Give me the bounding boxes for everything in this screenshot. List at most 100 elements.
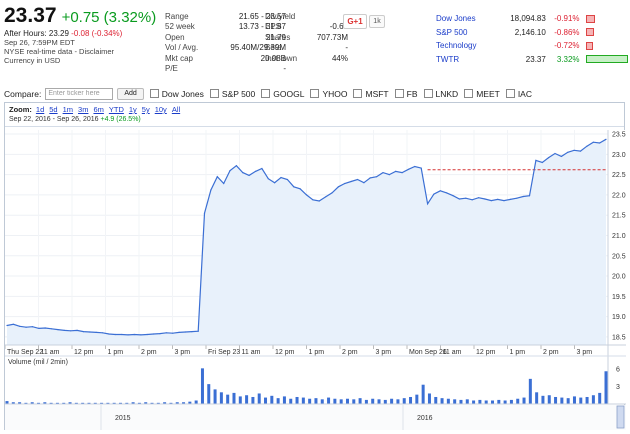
compare-checkbox-msft[interactable]: MSFT bbox=[353, 89, 389, 99]
price-point bbox=[102, 332, 104, 334]
price-point bbox=[522, 195, 524, 198]
zoom-1m[interactable]: 1m bbox=[62, 105, 74, 114]
volume-bar bbox=[585, 396, 589, 404]
volume-bar bbox=[112, 402, 116, 404]
volume-bar bbox=[188, 401, 192, 404]
index-change-bar bbox=[585, 28, 626, 37]
data-source-disclaimer[interactable]: NYSE real-time data - Disclaimer bbox=[4, 47, 115, 56]
x-tick-label: 1 pm bbox=[108, 349, 124, 356]
stat-value: - bbox=[345, 43, 348, 53]
price-point bbox=[44, 327, 46, 329]
volume-bar bbox=[604, 371, 608, 404]
compare-checkbox-fb[interactable]: FB bbox=[394, 89, 418, 99]
compare-checkbox-lnkd[interactable]: LNKD bbox=[423, 89, 458, 99]
volume-bar bbox=[207, 384, 211, 404]
compare-ticker-input[interactable] bbox=[45, 87, 114, 100]
price-point bbox=[325, 196, 327, 198]
price-point bbox=[203, 212, 206, 214]
x-tick-label: 12 pm bbox=[275, 349, 295, 356]
price-volume-chart[interactable]: 18.5 19.0 19.5 20.0 20.5 21.0 21.5 22.0 22.5 23.0… bbox=[5, 103, 626, 431]
price-point bbox=[165, 332, 167, 334]
volume-bar bbox=[270, 395, 274, 404]
index-link-twtr[interactable]: TWTR bbox=[436, 54, 460, 64]
volume-bar bbox=[434, 396, 438, 404]
price-point bbox=[465, 197, 467, 199]
stat-label: Beta bbox=[265, 43, 282, 53]
stat-row: Shares 707.73M bbox=[265, 33, 348, 43]
overview-year-label: 2016 bbox=[417, 415, 433, 422]
checkbox-icon[interactable] bbox=[353, 89, 363, 98]
compare-checkbox-meet[interactable]: MEET bbox=[464, 89, 500, 99]
compare-checkbox-dow-jones[interactable]: Dow Jones bbox=[149, 89, 204, 99]
add-compare-button[interactable]: Add bbox=[117, 87, 144, 100]
price-point bbox=[497, 198, 499, 200]
checkbox-icon[interactable] bbox=[394, 89, 404, 98]
index-change-bar-fill bbox=[585, 55, 628, 64]
price-point bbox=[235, 165, 237, 167]
compare-checkbox-yhoo[interactable]: YHOO bbox=[310, 89, 347, 99]
volume-bar bbox=[320, 399, 324, 404]
price-point bbox=[25, 326, 27, 328]
volume-bar bbox=[163, 402, 167, 404]
x-tick-label: 11 am bbox=[443, 349, 462, 356]
volume-bar bbox=[182, 402, 186, 404]
x-tick-label: 3 pm bbox=[376, 349, 392, 356]
index-link-dow-jones[interactable]: Dow Jones bbox=[436, 14, 476, 24]
zoom-label: Zoom: bbox=[9, 105, 32, 114]
index-row: TWTR 23.37 3.32% bbox=[436, 53, 628, 67]
volume-bar bbox=[396, 399, 400, 404]
zoom-6m[interactable]: 6m bbox=[93, 105, 104, 114]
x-tick-label: 3 pm bbox=[577, 349, 593, 356]
overview-strip bbox=[5, 405, 626, 430]
y-tick-label: 22.0 bbox=[612, 192, 626, 199]
date-range-change: +4.9 (26.5%) bbox=[100, 116, 141, 123]
gplus-button[interactable]: G+1 bbox=[343, 14, 367, 29]
checkbox-icon[interactable] bbox=[505, 89, 515, 98]
price-point bbox=[153, 333, 155, 335]
price-point bbox=[57, 329, 59, 331]
x-tick-label: Thu Sep 22 bbox=[7, 349, 43, 356]
zoom-all[interactable]: All bbox=[171, 105, 181, 114]
zoom-ytd[interactable]: YTD bbox=[108, 105, 124, 114]
volume-bar bbox=[106, 402, 110, 404]
volume-bar bbox=[358, 398, 362, 404]
volume-bar bbox=[226, 394, 230, 404]
key-stats-left: Range 21.65 - 23.57 52 week 13.73 - 31.87 … bbox=[165, 12, 286, 74]
compare-checkbox-iac[interactable]: IAC bbox=[505, 89, 532, 99]
checkbox-icon[interactable] bbox=[149, 89, 159, 98]
y-tick-label: 19.5 bbox=[612, 294, 626, 301]
zoom-5d[interactable]: 5d bbox=[49, 105, 58, 114]
index-change-bar bbox=[585, 14, 626, 23]
zoom-3m[interactable]: 3m bbox=[78, 105, 89, 114]
compare-checkbox-googl[interactable]: GOOGL bbox=[261, 89, 304, 99]
volume-bar bbox=[257, 393, 261, 404]
zoom-5y[interactable]: 5y bbox=[141, 105, 150, 114]
zoom-10y[interactable]: 10y bbox=[154, 105, 167, 114]
zoom-1d[interactable]: 1d bbox=[35, 105, 45, 114]
x-tick-label: 2 pm bbox=[543, 349, 559, 356]
compare-checkbox-sp500[interactable]: S&P 500 bbox=[209, 89, 255, 99]
checkbox-icon[interactable] bbox=[310, 89, 320, 98]
volume-bar bbox=[24, 402, 28, 404]
index-link-sp500[interactable]: S&P 500 bbox=[436, 27, 468, 37]
price-point bbox=[541, 161, 543, 164]
volume-bar bbox=[68, 402, 72, 404]
price-point bbox=[395, 170, 397, 172]
zoom-1y[interactable]: 1y bbox=[128, 105, 137, 114]
checkbox-icon[interactable] bbox=[261, 89, 271, 98]
price-chart-panel[interactable]: Zoom: 1d 5d 1m 3m 6m YTD 1y 5y 10y All S… bbox=[4, 102, 626, 431]
volume-bar bbox=[43, 402, 47, 404]
compare-checkbox-label: YHOO bbox=[322, 88, 348, 99]
checkbox-icon[interactable] bbox=[209, 89, 219, 98]
index-change-bar-fill bbox=[585, 28, 595, 37]
price-point bbox=[216, 176, 218, 178]
x-tick-label: 1 pm bbox=[309, 349, 325, 356]
x-tick-label: Fri Sep 23 bbox=[208, 349, 240, 356]
checkbox-icon[interactable] bbox=[423, 89, 433, 98]
index-link-technology[interactable]: Technology bbox=[436, 41, 477, 51]
price-point bbox=[350, 180, 352, 183]
overview-year-label: 2015 bbox=[115, 415, 131, 422]
checkbox-icon[interactable] bbox=[464, 89, 474, 98]
volume-bar bbox=[238, 396, 242, 404]
price-point bbox=[401, 172, 403, 174]
